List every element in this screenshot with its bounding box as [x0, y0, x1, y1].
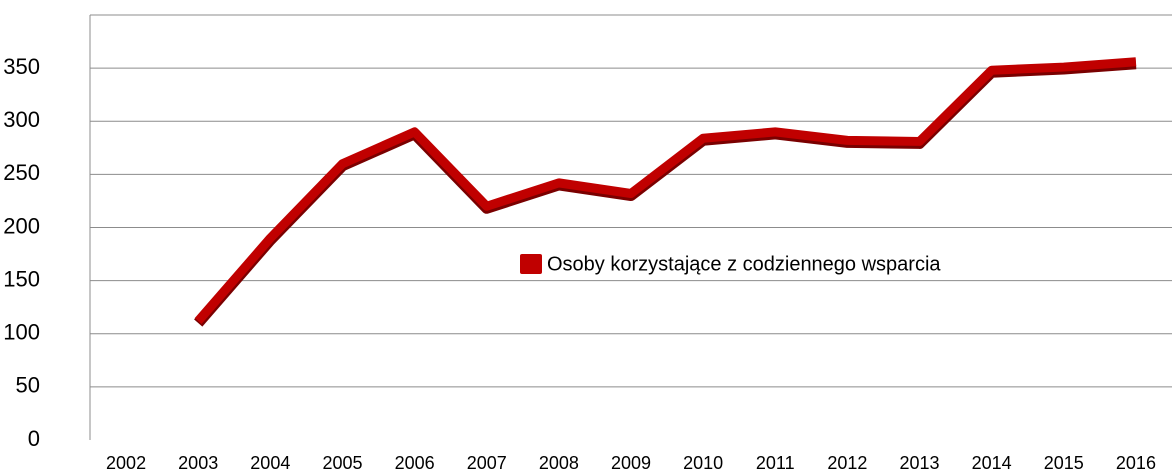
x-tick-label: 2008 — [539, 453, 579, 472]
x-tick-label: 2013 — [900, 453, 940, 472]
x-tick-label: 2007 — [467, 453, 507, 472]
x-tick-label: 2012 — [827, 453, 867, 472]
y-tick-label: 200 — [3, 213, 40, 238]
y-tick-label: 350 — [3, 54, 40, 79]
y-tick-label: 300 — [3, 107, 40, 132]
x-tick-label: 2006 — [395, 453, 435, 472]
x-tick-label: 2016 — [1116, 453, 1156, 472]
x-tick-label: 2009 — [611, 453, 651, 472]
y-tick-label: 100 — [3, 320, 40, 345]
legend-swatch — [520, 254, 542, 274]
x-tick-label: 2005 — [322, 453, 362, 472]
line-shadow — [194, 58, 1137, 327]
x-tick-label: 2014 — [972, 453, 1012, 472]
y-tick-label: 150 — [3, 266, 40, 291]
x-tick-label: 2015 — [1044, 453, 1084, 472]
x-tick-label: 2004 — [250, 453, 290, 472]
y-tick-label: 50 — [16, 373, 40, 398]
x-tick-label: 2010 — [683, 453, 723, 472]
y-tick-label: 0 — [28, 426, 40, 451]
x-tick-label: 2011 — [756, 453, 795, 472]
x-tick-label: 2002 — [106, 453, 146, 472]
y-tick-label: 250 — [3, 160, 40, 185]
series-line — [194, 57, 1137, 324]
legend-label: Osoby korzystające z codziennego wsparci… — [547, 253, 941, 275]
x-tick-label: 2003 — [178, 453, 218, 472]
